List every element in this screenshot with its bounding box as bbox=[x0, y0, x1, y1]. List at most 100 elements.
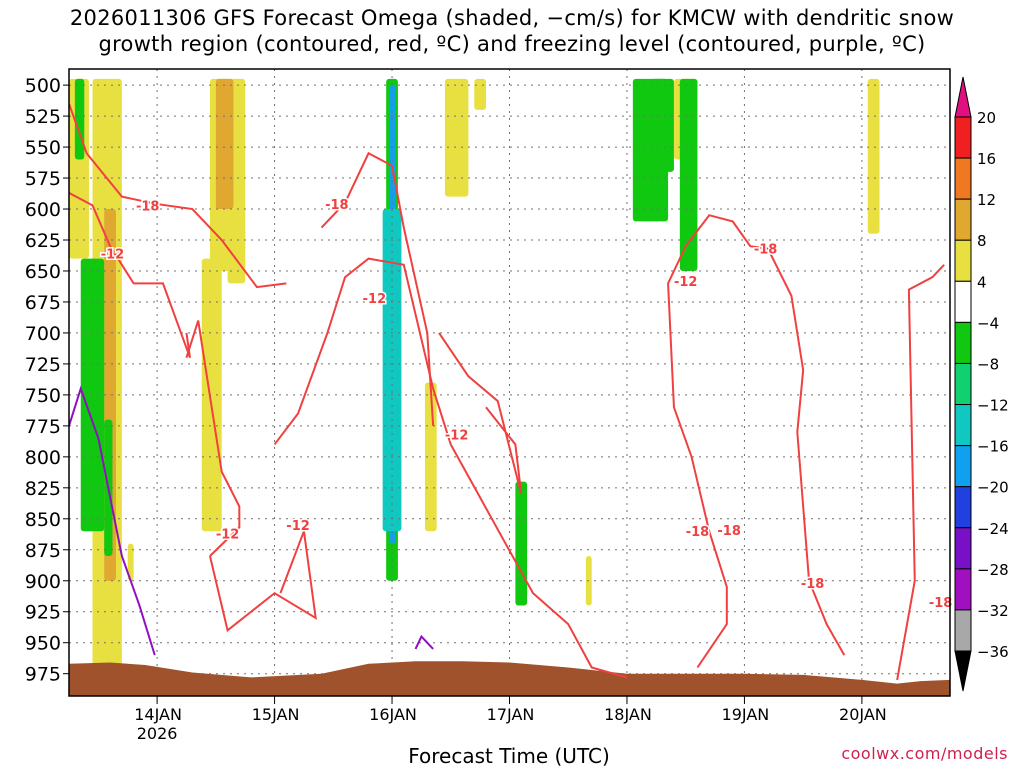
terrain-layer bbox=[69, 661, 950, 696]
y-tick-label-775: 775 bbox=[25, 416, 61, 438]
dgz-contour-6 bbox=[449, 443, 628, 679]
omega-shade-16 bbox=[515, 481, 528, 606]
y-tick-label-825: 825 bbox=[25, 478, 61, 500]
dgz-label-6: -12 bbox=[445, 429, 469, 444]
dgz-label-5: -12 bbox=[286, 519, 310, 534]
omega-shade-23 bbox=[127, 543, 134, 581]
omega-shade-21 bbox=[679, 78, 698, 271]
colorbar-label-12: −32 bbox=[977, 602, 1009, 620]
x-tick-label-19JAN: 19JAN bbox=[722, 705, 770, 724]
dgz-label-12: -18 bbox=[686, 525, 710, 540]
colorbar-label-9: −20 bbox=[977, 479, 1009, 497]
colorbar-label-13: −36 bbox=[977, 643, 1009, 661]
dgz-contour-1 bbox=[69, 103, 287, 289]
colorbar-label-3: 8 bbox=[977, 232, 987, 250]
colorbar-segment-2 bbox=[954, 198, 972, 241]
colorbar-segment-12 bbox=[954, 609, 972, 652]
colorbar-segment-6 bbox=[954, 362, 972, 406]
dgz-label-1: -12 bbox=[101, 248, 125, 263]
credit-text: coolwx.com/models bbox=[841, 744, 1008, 763]
y-tick-label-850: 850 bbox=[25, 509, 61, 531]
colorbar-label-4: 4 bbox=[977, 273, 987, 291]
colorbar-label-8: −16 bbox=[977, 438, 1009, 456]
dgz-label-10: -18 bbox=[801, 577, 825, 592]
y-tick-label-575: 575 bbox=[25, 168, 61, 190]
omega-shade-13 bbox=[444, 78, 469, 197]
omega-shade-8 bbox=[227, 209, 246, 284]
y-tick-label-925: 925 bbox=[25, 602, 61, 624]
y-tick-label-500: 500 bbox=[25, 75, 61, 97]
y-tick-label-600: 600 bbox=[25, 199, 61, 221]
dgz-label-11: -18 bbox=[929, 596, 953, 611]
colorbar-label-2: 12 bbox=[977, 191, 996, 209]
colorbar-top-arrow bbox=[954, 76, 972, 118]
colorbar: 20 16 12 8 4 −4 −8 −12 −16 −20 −24 −28 −32 −36 bbox=[954, 76, 1009, 692]
colorbar-segment-9 bbox=[954, 486, 972, 529]
y-tick-label-650: 650 bbox=[25, 261, 61, 283]
x-tick-label-15JAN: 15JAN bbox=[252, 705, 300, 724]
colorbar-label-10: −24 bbox=[977, 520, 1009, 538]
colorbar-segment-0 bbox=[954, 116, 972, 159]
colorbar-segment-10 bbox=[954, 527, 972, 570]
dgz-contour-5 bbox=[273, 257, 452, 446]
x-tick-label-16JAN: 16JAN bbox=[369, 705, 417, 724]
colorbar-segment-4 bbox=[954, 280, 972, 323]
colorbar-label-11: −28 bbox=[977, 561, 1009, 579]
dgz-label-2: -12 bbox=[216, 528, 240, 543]
y-axis: 500 525 550 575 600 625 650 675 700 725 750 775 800 8… bbox=[25, 75, 69, 686]
y-tick-label-625: 625 bbox=[25, 230, 61, 252]
dgz-label-9: -18 bbox=[717, 524, 741, 539]
x-tick-label-14JAN: 14JAN bbox=[134, 705, 182, 724]
contour-labels: -18 -12 -12 -18 -12 -12 -12 -12 -18 -18 -18 -18 -18 bbox=[99, 197, 954, 613]
y-tick-label-800: 800 bbox=[25, 447, 61, 469]
omega-shade-7 bbox=[215, 78, 234, 210]
dgz-contour-9 bbox=[896, 264, 945, 681]
dgz-label-8: -18 bbox=[754, 243, 778, 258]
y-tick-label-750: 750 bbox=[25, 385, 61, 407]
dgz-contour-4 bbox=[208, 530, 317, 633]
freezing-level-contour-1 bbox=[414, 634, 434, 650]
y-tick-label-550: 550 bbox=[25, 137, 61, 159]
terrain-fill bbox=[69, 661, 950, 696]
x-tick-label-20JAN: 20JAN bbox=[839, 705, 887, 724]
dgz-contour-0 bbox=[69, 192, 191, 359]
omega-shading bbox=[69, 78, 880, 680]
colorbar-segment-11 bbox=[954, 568, 972, 611]
chart-title-line-1: 2026011306 GFS Forecast Omega (shaded, −… bbox=[69, 6, 955, 30]
freezing-level-contour-0 bbox=[69, 385, 156, 656]
y-tick-label-875: 875 bbox=[25, 540, 61, 562]
x-axis: 14JAN 15JAN 16JAN 17JAN 18JAN 19JAN 20JAN 2026 bbox=[134, 696, 887, 743]
colorbar-segment-3 bbox=[954, 239, 972, 282]
x-axis-title: Forecast Time (UTC) bbox=[408, 744, 610, 768]
colorbar-label-0: 20 bbox=[977, 109, 996, 127]
colorbar-segment-7 bbox=[954, 404, 972, 447]
dgz-contour-3 bbox=[185, 320, 241, 557]
omega-shade-14 bbox=[474, 78, 487, 110]
dgz-contour-8 bbox=[667, 214, 846, 669]
colorbar-label-7: −12 bbox=[977, 397, 1009, 415]
dgz-label-3: -18 bbox=[325, 198, 349, 213]
chart-title-line-2: growth region (contoured, red, ºC) and f… bbox=[98, 32, 926, 56]
omega-shade-22 bbox=[867, 78, 880, 234]
dgz-contour-2 bbox=[320, 151, 435, 426]
x-year-label: 2026 bbox=[137, 724, 178, 743]
y-tick-label-725: 725 bbox=[25, 354, 61, 376]
y-tick-label-525: 525 bbox=[25, 106, 61, 128]
omega-shade-9 bbox=[201, 258, 222, 532]
y-tick-label-700: 700 bbox=[25, 323, 61, 345]
colorbar-segment-5 bbox=[954, 321, 972, 364]
colorbar-label-5: −4 bbox=[977, 314, 999, 332]
colorbar-label-6: −8 bbox=[977, 355, 999, 373]
dgz-label-4: -12 bbox=[363, 292, 387, 307]
colorbar-segment-8 bbox=[954, 445, 972, 488]
x-tick-label-17JAN: 17JAN bbox=[487, 705, 535, 724]
colorbar-bottom-arrow bbox=[954, 650, 972, 692]
omega-shade-4 bbox=[80, 258, 105, 532]
dgz-label-0: -18 bbox=[136, 199, 160, 214]
dgz-label-7: -12 bbox=[674, 275, 698, 290]
contour-layer bbox=[69, 103, 945, 681]
omega-shade-19 bbox=[650, 78, 674, 172]
y-tick-label-675: 675 bbox=[25, 292, 61, 314]
y-tick-label-950: 950 bbox=[25, 633, 61, 655]
